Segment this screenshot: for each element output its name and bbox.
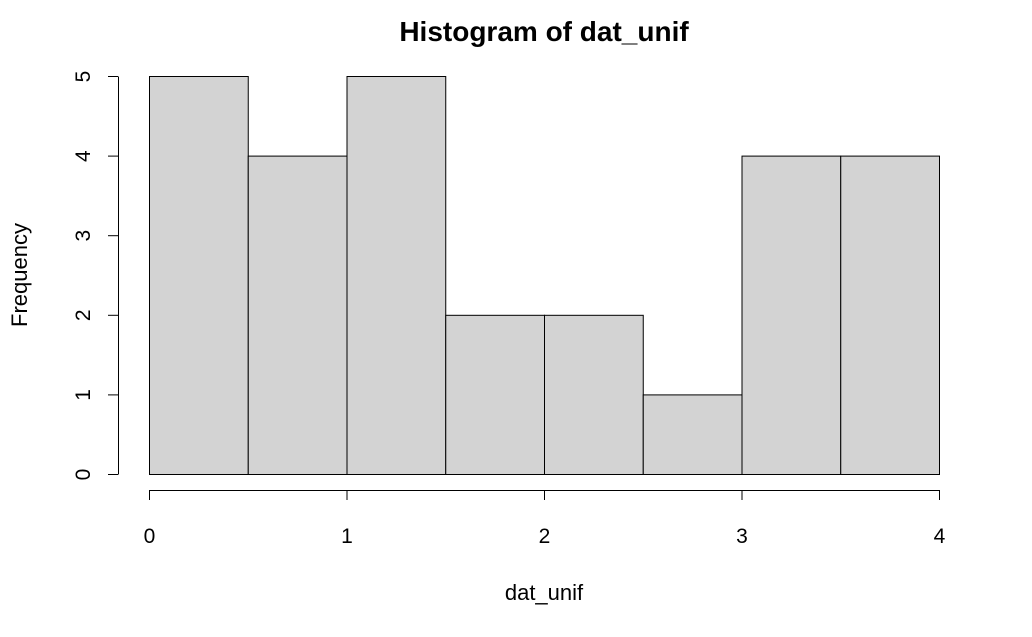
x-axis-ticks: 0 1 2 3 4 xyxy=(144,490,946,548)
y-tick-label: 5 xyxy=(72,71,95,83)
histogram-bar xyxy=(741,155,842,475)
x-tick-label: 0 xyxy=(144,525,156,548)
y-tick-label: 3 xyxy=(72,230,95,242)
histogram-bar xyxy=(642,394,743,475)
x-axis-label: dat_unif xyxy=(505,580,584,605)
chart-title: Histogram of dat_unif xyxy=(399,16,689,47)
histogram-bar xyxy=(346,76,447,475)
y-tick-label: 4 xyxy=(72,150,95,162)
histogram-bar xyxy=(840,155,940,475)
histogram-bar xyxy=(544,314,644,475)
y-tick-label: 2 xyxy=(72,309,95,321)
y-axis-label: Frequency xyxy=(7,223,32,327)
x-tick-label: 3 xyxy=(736,525,748,548)
histogram-bar xyxy=(445,314,545,475)
histogram-bar xyxy=(149,76,249,475)
x-tick-label: 1 xyxy=(341,525,353,548)
y-axis-ticks: 0 1 2 3 4 5 xyxy=(72,71,118,481)
y-tick-label: 1 xyxy=(72,389,95,401)
x-tick-label: 4 xyxy=(934,525,946,548)
x-axis: 0 1 2 3 4 xyxy=(144,490,946,548)
histogram-bar xyxy=(247,155,348,475)
y-tick-label: 0 xyxy=(72,469,95,481)
histogram-bars xyxy=(149,76,940,475)
y-axis: 0 1 2 3 4 5 xyxy=(72,71,119,481)
x-tick-label: 2 xyxy=(539,525,551,548)
